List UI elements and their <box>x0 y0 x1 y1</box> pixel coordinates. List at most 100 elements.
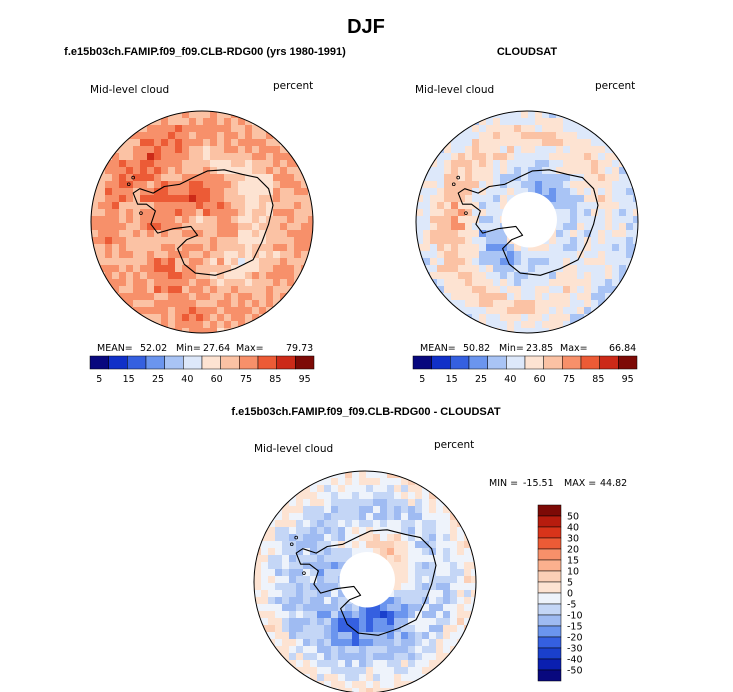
map-cell <box>294 195 302 203</box>
map-cell <box>598 237 606 245</box>
map-cell <box>486 160 494 168</box>
map-cell <box>338 555 346 563</box>
map-cell <box>119 244 127 252</box>
map-cell <box>598 286 606 294</box>
map-cell <box>380 499 388 507</box>
map-cell <box>224 223 232 231</box>
map-cell <box>429 625 437 633</box>
map-cell <box>259 139 267 147</box>
map-cell <box>373 506 381 514</box>
map-cell <box>252 286 260 294</box>
panel-model-mean-label: MEAN= <box>97 343 133 354</box>
map-cell <box>556 132 564 140</box>
map-cell <box>401 618 409 626</box>
map-cell <box>451 153 459 161</box>
map-cell <box>591 132 599 140</box>
map-cell <box>280 251 288 259</box>
map-cell <box>436 625 444 633</box>
map-cell <box>619 153 627 161</box>
map-cell <box>612 174 620 182</box>
map-cell <box>458 174 466 182</box>
map-cell <box>366 667 374 675</box>
map-cell <box>345 548 353 556</box>
colorbar-swatch <box>537 559 562 572</box>
map-cell <box>570 167 578 175</box>
map-cell <box>217 307 225 315</box>
map-cell <box>549 251 557 259</box>
map-cell <box>458 139 466 147</box>
map-cell <box>210 181 218 189</box>
map-cell <box>408 548 416 556</box>
map-cell <box>570 223 578 231</box>
map-cell <box>429 646 437 654</box>
map-cell <box>591 139 599 147</box>
map-cell <box>280 188 288 196</box>
map-cell <box>408 646 416 654</box>
map-cell <box>287 244 295 252</box>
map-cell <box>605 265 613 273</box>
map-cell <box>203 139 211 147</box>
map-cell <box>273 188 281 196</box>
map-cell <box>408 576 416 584</box>
map-cell <box>275 590 283 598</box>
map-cell <box>261 639 269 647</box>
map-cell <box>289 534 297 542</box>
map-cell <box>331 639 339 647</box>
map-cell <box>119 265 127 273</box>
map-cell <box>161 328 169 333</box>
map-cell <box>493 279 501 287</box>
map-cell <box>528 174 536 182</box>
map-cell <box>556 279 564 287</box>
map-cell <box>217 216 225 224</box>
map-cell <box>303 611 311 619</box>
map-cell <box>287 202 295 210</box>
map-cell <box>444 202 452 210</box>
map-cell <box>401 541 409 549</box>
map-cell <box>408 604 416 612</box>
map-cell <box>429 506 437 514</box>
map-cell <box>612 216 620 224</box>
map-cell <box>161 237 169 245</box>
map-cell <box>366 639 374 647</box>
map-cell <box>147 272 155 280</box>
map-cell <box>259 153 267 161</box>
map-cell <box>359 667 367 675</box>
map-cell <box>535 132 543 140</box>
map-cell <box>189 314 197 322</box>
map-cell <box>563 167 571 175</box>
map-cell <box>217 272 225 280</box>
map-cell <box>528 293 536 301</box>
map-cell <box>443 527 451 535</box>
map-cell <box>301 223 309 231</box>
map-cell <box>457 590 465 598</box>
map-cell <box>338 667 346 675</box>
map-cell <box>112 237 120 245</box>
map-cell <box>352 471 360 479</box>
map-cell <box>119 160 127 168</box>
map-cell <box>563 272 571 280</box>
map-cell <box>189 139 197 147</box>
map-cell <box>415 639 423 647</box>
map-cell <box>408 611 416 619</box>
map-cell <box>605 279 613 287</box>
map-cell <box>542 321 550 329</box>
map-cell <box>500 125 508 133</box>
map-cell <box>415 625 423 633</box>
map-cell <box>133 286 141 294</box>
map-cell <box>282 646 290 654</box>
map-cell <box>280 160 288 168</box>
map-cell <box>577 125 585 133</box>
map-cell <box>598 188 606 196</box>
map-cell <box>429 597 437 605</box>
map-cell <box>451 265 459 273</box>
map-cell <box>514 258 522 266</box>
map-cell <box>563 293 571 301</box>
map-cell <box>231 174 239 182</box>
map-cell <box>584 265 592 273</box>
map-cell <box>287 153 295 161</box>
map-cell <box>507 181 515 189</box>
map-cell <box>423 237 431 245</box>
map-cell <box>196 118 204 126</box>
map-cell <box>210 265 218 273</box>
map-cell <box>542 272 550 280</box>
